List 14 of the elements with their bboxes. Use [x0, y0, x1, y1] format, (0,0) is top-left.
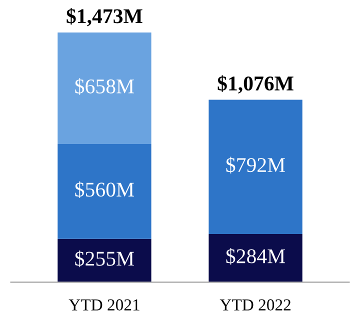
x-tick-label: YTD 2022 [220, 299, 290, 311]
total-label: $1,076M [218, 75, 294, 94]
data-label: $284M [226, 248, 286, 265]
bar [208, 100, 302, 234]
total-label: $1,473M [66, 8, 142, 26]
data-label: $560M [75, 181, 134, 198]
data-label: $255M [75, 250, 134, 268]
x-tick-label: YTD 2021 [68, 299, 140, 311]
bar [58, 32, 152, 144]
data-label: $792M [226, 156, 286, 174]
bar [58, 238, 152, 282]
data-label: $658M [75, 78, 134, 95]
bar [208, 234, 302, 282]
bar [58, 144, 152, 239]
